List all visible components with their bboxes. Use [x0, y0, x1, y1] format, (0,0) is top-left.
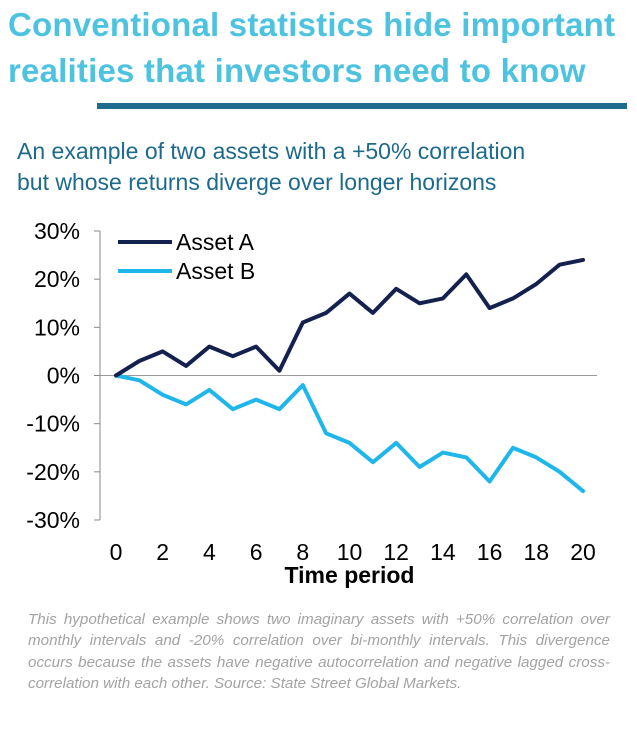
x-tick-label: 6 [250, 539, 263, 565]
x-tick-label: 14 [430, 539, 456, 565]
headline-line-1: Conventional statistics hide important [8, 6, 616, 43]
x-tick-label: 10 [337, 539, 363, 565]
x-tick-label: 0 [110, 539, 123, 565]
y-tick-label: 20% [34, 266, 80, 292]
x-tick-label: 4 [203, 539, 216, 565]
y-tick-label: 0% [47, 363, 80, 389]
x-tick-label: 8 [296, 539, 309, 565]
x-tick-label: 16 [477, 539, 503, 565]
x-tick-label: 2 [156, 539, 169, 565]
subtitle-line-1: An example of two assets with a +50% cor… [17, 138, 526, 164]
y-tick-label: 10% [34, 314, 80, 340]
series-line-asset-a [114, 257, 585, 378]
x-axis-title: Time period [285, 562, 415, 588]
chart-subtitle: An example of two assets with a +50% cor… [17, 136, 627, 198]
line-chart: 30% 20% 10% 0% -10% -20% -30% 0 2 4 6 8 10 12 14 16 18 20… [26, 218, 597, 588]
headline-rule [97, 103, 627, 109]
y-tick-label: -20% [26, 459, 80, 485]
x-tick-label: 20 [570, 539, 596, 565]
legend-label-asset-b: Asset B [176, 258, 255, 284]
subtitle-line-2: but whose returns diverge over longer ho… [17, 169, 497, 195]
headline: Conventional statistics hide important r… [8, 2, 633, 94]
series-line-asset-b [114, 373, 585, 494]
y-tick-label: 30% [34, 218, 80, 244]
x-tick-label: 18 [524, 539, 550, 565]
y-tick-label: -30% [26, 507, 80, 533]
legend-label-asset-a: Asset A [176, 229, 255, 255]
headline-line-2: realities that investors need to know [8, 52, 586, 89]
chart-caption: This hypothetical example shows two imag… [28, 611, 610, 692]
y-tick-label: -10% [26, 411, 80, 437]
x-tick-label: 12 [383, 539, 409, 565]
